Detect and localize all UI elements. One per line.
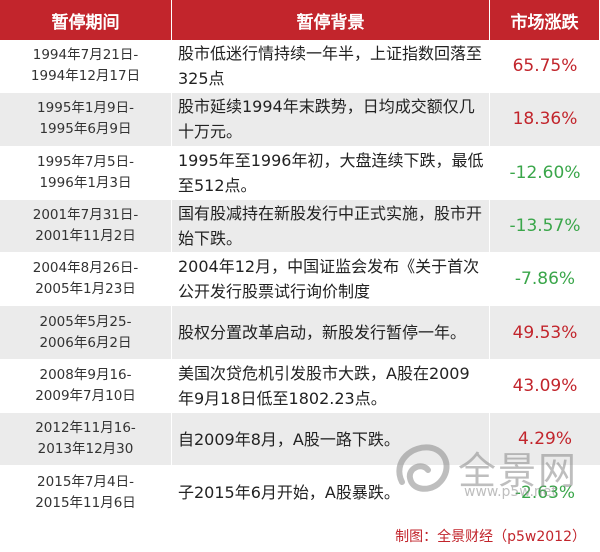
row-change: 43.09% [490, 359, 600, 414]
row-background: 股权分置改革启动，新股发行暂停一年。 [172, 306, 490, 360]
row-period: 1995年7月5日- 1996年1月3日 [0, 146, 172, 200]
row-change: 49.53% [490, 306, 600, 360]
row-background: 自2009年8月，A股一路下跌。 [172, 413, 490, 467]
row-background: 国有股减持在新股发行中正式实施，股市开始下跌。 [172, 199, 490, 254]
row-background: 子2015年6月开始，A股暴跌。 [172, 466, 490, 520]
row-change: -7.86% [490, 253, 600, 307]
row-change: -2.63% [490, 466, 600, 520]
row-background: 2004年12月，中国证监会发布《关于首次公开发行股票试行询价制度 [172, 253, 490, 307]
chart-credit: 制图：全景财经（p5w2012） [395, 529, 586, 545]
header-period: 暂停期间 [0, 0, 172, 40]
market-suspension-table: 暂停期间 暂停背景 市场涨跌 1994年7月21日- 1994年12月17日 股市… [0, 0, 600, 520]
row-background: 美国次贷危机引发股市大跌，A股在2009年9月18日低至1802.23点。 [172, 359, 490, 414]
row-period: 2004年8月26日- 2005年1月23日 [0, 253, 172, 307]
row-period: 2001年7月31日- 2001年11月2日 [0, 199, 172, 254]
row-period: 2008年9月16- 2009年7月10日 [0, 359, 172, 414]
header-change: 市场涨跌 [490, 0, 600, 40]
row-period: 1994年7月21日- 1994年12月17日 [0, 40, 172, 94]
row-background: 股市延续1994年末跌势，日均成交额仅几十万元。 [172, 93, 490, 147]
row-change: -12.60% [490, 146, 600, 200]
header-background: 暂停背景 [172, 0, 490, 40]
row-period: 2005年5月25- 2006年6月2日 [0, 306, 172, 360]
row-background: 股市低迷行情持续一年半，上证指数回落至325点 [172, 40, 490, 94]
row-period: 1995年1月9日- 1995年6月9日 [0, 93, 172, 147]
row-change: -13.57% [490, 199, 600, 254]
row-period: 2015年7月4日- 2015年11月6日 [0, 466, 172, 520]
row-period: 2012年11月16- 2013年12月30 [0, 413, 172, 467]
row-background: 1995年至1996年初，大盘连续下跌，最低至512点。 [172, 146, 490, 200]
row-change: 4.29% [490, 413, 600, 467]
row-change: 65.75% [490, 40, 600, 94]
row-change: 18.36% [490, 93, 600, 147]
